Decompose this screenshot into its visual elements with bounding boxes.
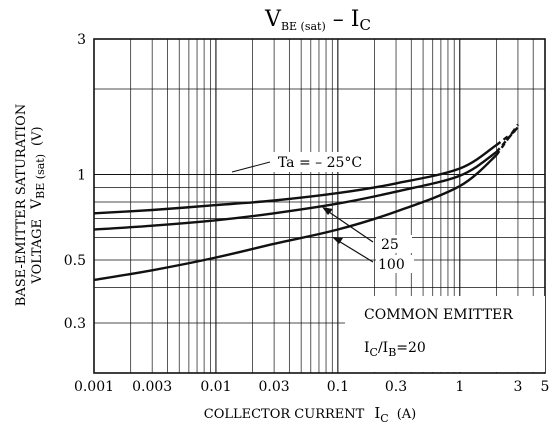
y-axis-label-line1: BASE-EMITTER SATURATION [14,104,29,306]
y-tick-label: 1 [77,167,86,183]
y-tick-label: 3 [77,32,86,48]
x-tick-label: 0.03 [259,379,290,395]
y-axis-label-line2: VOLTAGEVBE (sat)(V) [29,126,47,284]
arrow-25-head [322,207,333,215]
y-axis-label: BASE-EMITTER SATURATION VOLTAGEVBE (sat)… [14,104,47,306]
condition-box-bg [345,296,545,372]
series-label-25-bg [376,235,412,253]
arrow-100-line [336,239,374,263]
x-tick-label: 3 [513,379,522,395]
condition-common-emitter: COMMON EMITTER [364,307,513,323]
condition-box: COMMON EMITTER IC/IB=20 [345,296,545,372]
series-label-100-bg [376,255,414,273]
series-label-bg [268,152,372,172]
series-line-extrapolated-2 [495,123,519,156]
series-label-100: 100 [378,257,405,273]
x-tick-label: 0.001 [74,379,114,395]
x-axis-label: COLLECTOR CURRENT IC (A) [204,404,416,425]
series-label-minus25: Ta = – 25°C [278,155,362,171]
series-line-1 [93,150,498,231]
arrow-25-line [325,209,374,243]
data-curves [93,123,519,282]
series-label-minus25-leader [231,161,271,173]
x-tick-label: 0.1 [327,379,349,395]
x-tick-label: 0.003 [132,379,172,395]
y-tick-label: 0.3 [64,316,86,332]
arrow-100-head [332,237,343,244]
x-tick-label: 0.3 [385,379,407,395]
series-label-25: 25 [381,237,399,253]
x-tick-label: 0.01 [200,379,231,395]
tick-labels: 0.001 0.003 0.01 0.03 0.1 0.3 1 3 5 0.3 0.5 1 3 [64,32,550,395]
series-line-0 [93,143,498,215]
condition-ic-ib-ratio: IC/IB=20 [364,340,426,359]
x-tick-label: 1 [455,379,464,395]
series-line-extrapolated-1 [495,126,519,153]
y-tick-label: 0.5 [64,253,86,269]
chart-title: VBE (sat) – IC [264,7,371,34]
series-line-extrapolated-0 [495,127,519,146]
series-line-2 [93,154,498,282]
x-tick-label: 5 [541,379,550,395]
plot-frame [93,38,546,374]
series-labels: Ta = – 25°C 25 100 [231,152,414,273]
